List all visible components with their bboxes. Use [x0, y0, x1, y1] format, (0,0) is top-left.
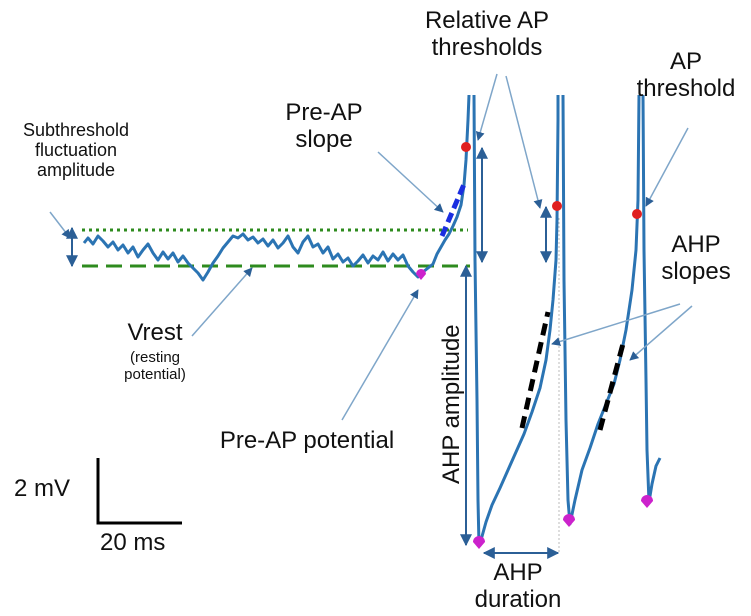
ahp-min-marker-3 [641, 495, 653, 508]
pointer-ahp-slope-1 [551, 303, 681, 346]
pointer-pre-ap-slope [377, 151, 444, 213]
ahp-slope-line-2 [597, 339, 627, 431]
pre-ap-slope-line [439, 181, 468, 237]
scale-time-label: 20 ms [100, 529, 166, 556]
threshold-marker-2 [552, 201, 562, 211]
membrane-trace [82, 94, 662, 547]
pre-ap-slope-label: Pre-AP slope [285, 99, 363, 153]
pointer-pre-ap-potential [341, 289, 419, 421]
pointer-vrest [191, 267, 253, 337]
pointer-ahp-slope-2 [629, 305, 693, 361]
vrest-note-label: (resting potential) [124, 349, 186, 383]
ahp-slopes-label: AHP slopes [661, 231, 731, 285]
relative-ap-thresholds-label: Relative AP thresholds [424, 7, 550, 61]
subthreshold-label: Subthreshold fluctuation amplitude [22, 120, 130, 181]
ahp-slope-line-1 [519, 311, 551, 429]
vrest-label: Vrest [127, 319, 183, 346]
scale-voltage-label: 2 mV [14, 475, 71, 502]
ahp-amplitude-label: AHP amplitude [438, 324, 465, 484]
pointer-subthreshold [49, 211, 71, 239]
threshold-marker-1 [461, 142, 471, 152]
threshold-marker-3 [632, 209, 642, 219]
pointer-rel-threshold-1 [475, 73, 498, 141]
ahp-min-marker-2 [563, 514, 575, 527]
pointer-rel-threshold-2 [505, 75, 543, 209]
ap-threshold-label: AP threshold [636, 48, 736, 102]
pre-ap-min-marker [416, 269, 426, 280]
scale-bar [96, 458, 182, 525]
ahp-duration-label: AHP duration [474, 559, 562, 613]
ahp-min-marker-1 [473, 536, 485, 549]
pre-ap-potential-label: Pre-AP potential [219, 427, 395, 454]
pointer-ap-threshold [645, 127, 689, 207]
